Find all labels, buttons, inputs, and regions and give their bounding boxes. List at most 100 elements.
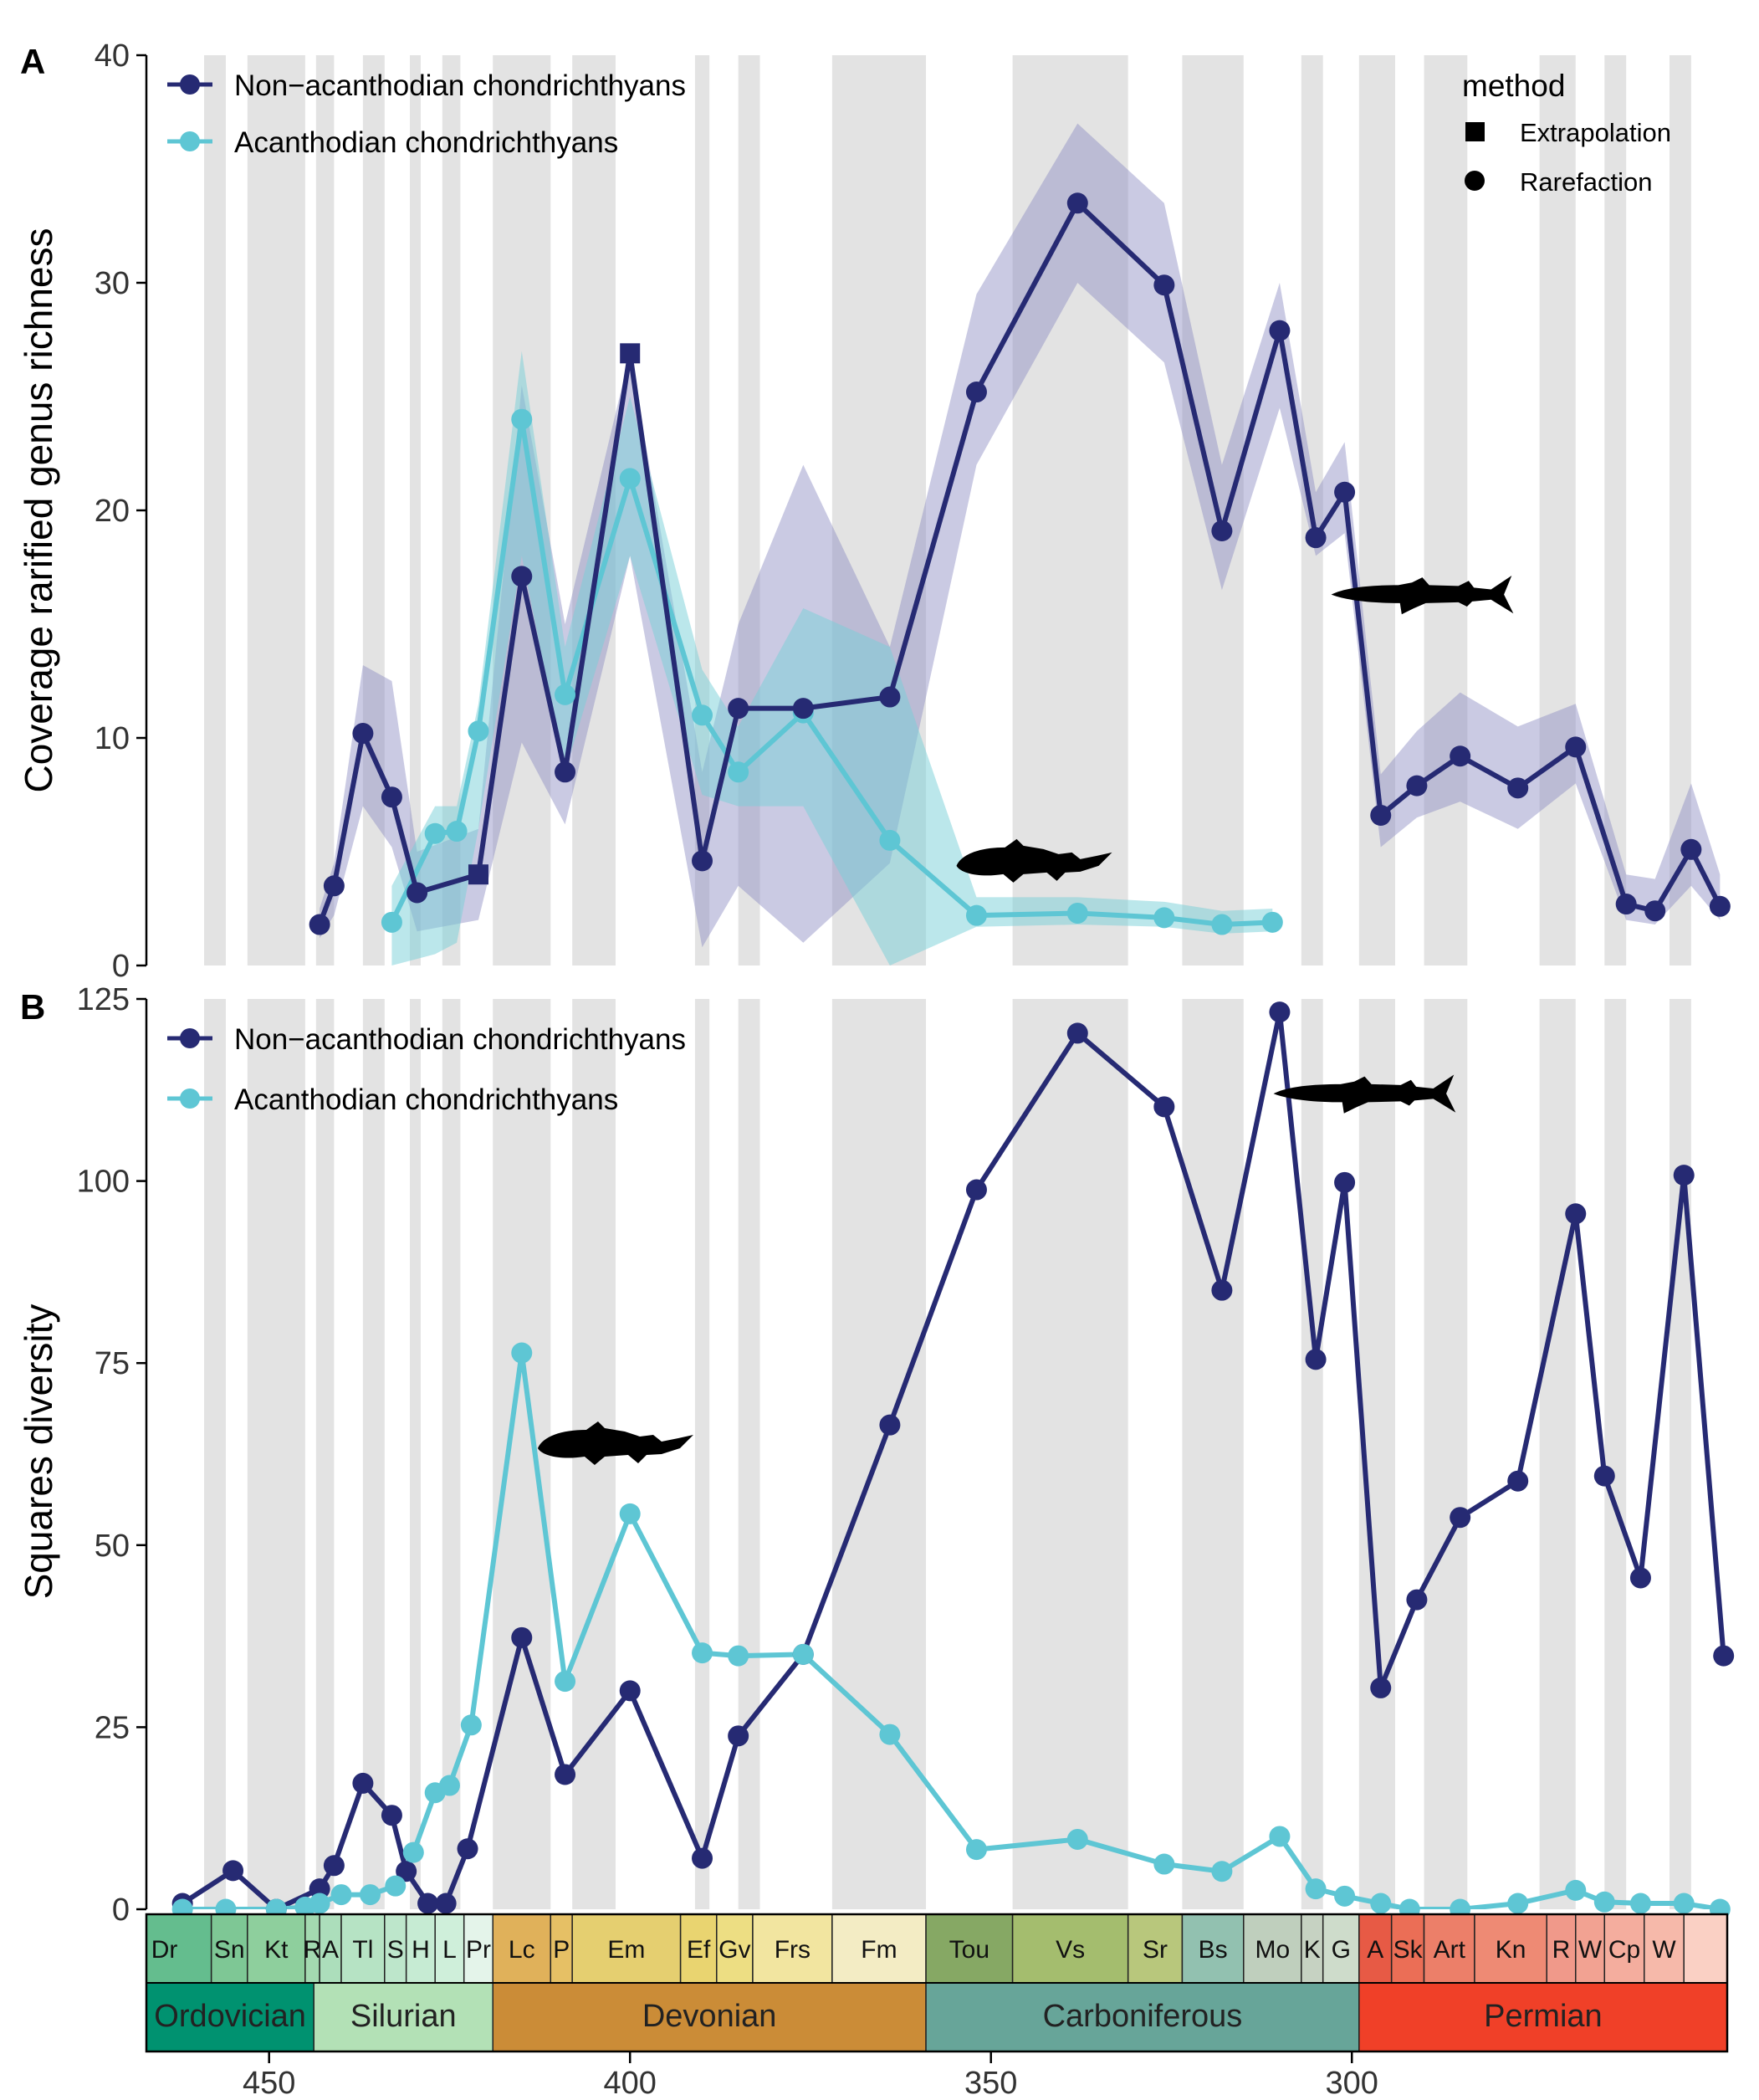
data-point-non-acanthodian [396,1861,417,1882]
stage-label: Ef [687,1936,711,1964]
data-point-acanthodian [460,1714,482,1736]
circle-marker-icon [1465,171,1485,191]
data-point-non-acanthodian [879,1414,901,1436]
data-point-non-acanthodian [728,1725,749,1747]
data-point-acanthodian [692,704,713,726]
data-point-acanthodian [1211,914,1233,935]
stage-shade-band [1604,999,1627,1909]
data-point-acanthodian [1153,1853,1175,1875]
data-point-acanthodian [511,408,533,430]
stage-label: Fm [861,1936,897,1964]
panel-a-series-legend: Non−acanthodian chondrichthyans Acanthod… [167,69,686,159]
stage-shade-band [362,55,385,965]
stage-label: Cp [1608,1936,1640,1964]
data-point-non-acanthodian [511,1626,533,1648]
data-point-acanthodian [446,821,468,843]
method-legend-extrapolation: Extrapolation [1520,118,1671,147]
data-point-non-acanthodian [792,698,814,720]
data-point-non-acanthodian [1644,900,1666,922]
panel-b-data-points [171,1001,1735,1920]
stage-shade-band [410,55,421,965]
data-point-acanthodian [468,720,489,742]
stage-label: A [1367,1936,1383,1964]
data-point-non-acanthodian [1406,1589,1428,1611]
data-point-non-acanthodian [435,1893,457,1914]
stage-shade-band [1424,55,1468,965]
data-point-non-acanthodian-extrapolated [468,864,488,885]
y-tick-label: 100 [77,1165,130,1200]
stage-box [1127,1914,1184,1984]
y-tick-label: 75 [95,1346,130,1381]
data-point-acanthodian [1629,1893,1651,1914]
y-tick-label: 0 [112,1893,130,1928]
stage-box [1181,1914,1245,1984]
stage-label: G [1332,1936,1351,1964]
data-point-non-acanthodian [965,382,987,403]
period-box [313,1982,493,2051]
legend-marker-acanthodian-b [180,1088,200,1109]
stage-label: R [304,1936,322,1964]
stage-label: Lc [509,1936,535,1964]
data-point-non-acanthodian [352,723,374,745]
data-point-acanthodian [438,1775,460,1796]
stage-box [1423,1914,1475,1984]
y-tick-label: 40 [95,38,130,74]
stage-shade-band [204,55,226,965]
confidence-ribbon-non-acanthodian [320,123,1721,948]
stage-label: S [387,1936,404,1964]
legend-marker-non-acanthodian-b [180,1028,200,1048]
stage-box [434,1914,465,1984]
stage-shade-band [204,999,226,1909]
legend-label-non-acanthodian-b: Non−acanthodian chondrichthyans [234,1023,686,1056]
data-point-acanthodian [965,1839,987,1861]
data-point-non-acanthodian [1334,481,1356,503]
data-point-acanthodian [330,1884,352,1906]
data-point-non-acanthodian [1153,1096,1175,1118]
data-point-non-acanthodian [1406,775,1428,796]
period-box [492,1982,927,2051]
stage-label: Mo [1255,1936,1290,1964]
series-line-acanthodian [389,417,1273,928]
stage-label: Sr [1143,1936,1168,1964]
x-axis: 450 400 350 300 [243,2051,1378,2100]
period-label: Ordovician [154,1999,306,2034]
x-tick-label: 350 [964,2066,1017,2100]
data-point-acanthodian [1507,1893,1529,1914]
panel-b-y-axis: 0 25 50 75 100 125 [77,982,148,1928]
method-legend-title: method [1462,69,1565,103]
stage-label: Gv [718,1936,750,1964]
y-tick-label: 30 [95,266,130,301]
data-point-acanthodian [424,822,446,844]
data-point-acanthodian [555,684,576,705]
x-tick-label: 450 [243,2066,295,2100]
data-point-acanthodian [619,1503,641,1524]
data-point-non-acanthodian [417,1893,439,1914]
data-point-non-acanthodian [1450,745,1471,767]
data-point-acanthodian [1153,907,1175,929]
data-point-non-acanthodian [407,882,428,904]
data-point-non-acanthodian [1565,1203,1587,1225]
stage-label: Vs [1056,1936,1085,1964]
stage-label: K [1304,1936,1321,1964]
stage-box [319,1914,342,1984]
panel-b: 0 25 50 75 100 125 B Squares diversity Non−ac… [17,982,1735,1928]
stage-shade-band [1604,55,1627,965]
stage-label: Frs [775,1936,810,1964]
legend-marker-acanthodian [180,131,200,151]
data-point-non-acanthodian [457,1838,478,1860]
data-point-non-acanthodian [1211,1279,1233,1301]
method-legend-rarefaction: Rarefaction [1520,167,1653,197]
data-point-non-acanthodian [352,1772,374,1794]
data-point-acanthodian [381,911,402,933]
data-point-non-acanthodian [1066,192,1088,214]
x-tick-label: 400 [604,2066,657,2100]
data-point-non-acanthodian [728,698,749,720]
y-tick-label: 0 [112,949,130,984]
panel-a-confidence-ribbons [320,123,1721,965]
data-point-non-acanthodian [555,761,576,783]
y-tick-label: 50 [95,1529,130,1564]
data-point-non-acanthodian [1507,1470,1529,1492]
legend-label-acanthodian: Acanthodian chondrichthyans [234,126,618,159]
data-point-acanthodian [965,904,987,926]
data-point-acanthodian [728,1645,749,1667]
